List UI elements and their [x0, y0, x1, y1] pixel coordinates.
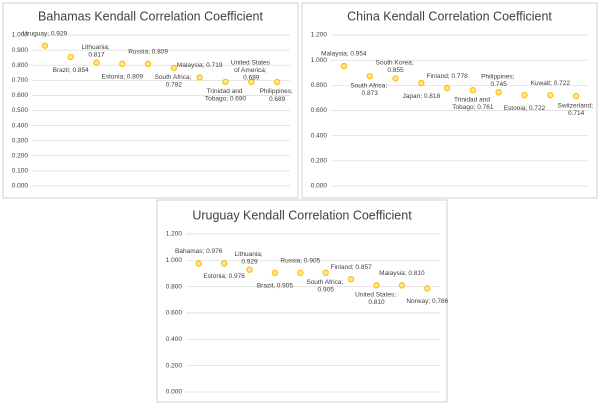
chart-panel: Bahamas Kendall Correlation Coefficient 0…: [2, 2, 299, 199]
y-tick-label: 0.000: [311, 183, 328, 190]
data-label: Trinidad and Tobago; 0.690: [205, 88, 247, 103]
data-label: Malaysia; 0.810: [379, 270, 425, 277]
marker: [418, 79, 425, 87]
y-tick-label: 0.800: [311, 82, 328, 89]
data-label: Estonia; 0.722: [504, 105, 546, 112]
data-label: Finland; 0.857: [330, 264, 372, 271]
y-tick-label: 0.600: [311, 107, 328, 114]
marker: [248, 78, 255, 86]
data-label: Brazil; 0.905: [257, 283, 294, 290]
y-tick-label: 0.200: [166, 362, 183, 369]
marker: [521, 91, 528, 99]
marker: [347, 275, 355, 283]
marker: [93, 59, 100, 66]
marker: [41, 42, 49, 49]
data-label: Malaysia; 0.719: [177, 62, 223, 69]
y-tick-label: 0.800: [12, 62, 29, 69]
marker: [398, 282, 406, 289]
marker: [392, 75, 399, 82]
data-label: United States of America; 0.689: [231, 59, 272, 81]
marker: [196, 74, 203, 81]
y-tick-label: 0.400: [311, 132, 328, 139]
y-tick-label: 1.000: [311, 57, 328, 64]
chart-frame: [301, 2, 598, 199]
data-label: South Africa; 0.905: [306, 279, 345, 294]
y-tick-label: 0.400: [12, 122, 29, 129]
marker: [220, 260, 228, 267]
y-tick-label: 1.200: [166, 231, 183, 238]
data-label: Estonia; 0.809: [102, 74, 144, 81]
y-tick-label: 0.600: [12, 92, 29, 99]
y-tick-label: 0.100: [12, 168, 29, 175]
marker: [246, 266, 253, 273]
y-tick-label: 0.200: [12, 153, 29, 160]
y-tick-label: 0.200: [311, 158, 328, 165]
data-label: Malaysia; 0.954: [321, 51, 367, 58]
marker: [271, 269, 279, 277]
data-label: Bahamas; 0.976: [175, 248, 223, 255]
data-label: Kuwait; 0.722: [531, 80, 571, 87]
y-tick-label: 0.500: [12, 107, 29, 114]
marker: [443, 84, 451, 92]
marker: [424, 285, 431, 292]
y-tick-label: 0.300: [12, 137, 29, 144]
marker: [469, 87, 477, 94]
y-tick-label: 0.700: [12, 77, 29, 84]
marker: [340, 62, 348, 70]
data-label: Philippines; 0.689: [260, 88, 295, 103]
y-tick-label: 0.800: [166, 283, 183, 290]
marker: [222, 78, 229, 86]
marker: [273, 78, 281, 86]
data-label: Japan; 0.818: [403, 93, 441, 100]
marker: [144, 60, 152, 68]
chart-title: Bahamas Kendall Correlation Coefficient: [38, 9, 263, 23]
data-label: Switzerland; 0.714: [557, 102, 594, 117]
chart-frame: [2, 2, 299, 199]
data-label: Russia; 0.809: [128, 49, 168, 56]
marker: [170, 64, 178, 72]
y-tick-label: 0.900: [12, 47, 29, 54]
data-label: Lithuania; 0.817: [82, 44, 112, 59]
data-label: South Africa; 0.873: [350, 82, 389, 97]
y-tick-label: 0.600: [166, 310, 183, 317]
data-label: Estonia; 0.976: [203, 273, 245, 280]
marker: [373, 282, 380, 289]
y-tick-label: 0.000: [166, 389, 183, 396]
marker: [366, 72, 373, 80]
chart-panel: China Kendall Correlation Coefficient 0.0…: [301, 2, 598, 199]
marker: [572, 92, 580, 100]
data-label: Finland; 0.778: [426, 73, 468, 80]
marker: [495, 89, 502, 96]
marker: [547, 91, 554, 99]
data-label: Trinidad and Tobago; 0.761: [452, 96, 494, 111]
y-tick-label: 0.000: [12, 183, 29, 190]
data-label: Philippines; 0.745: [481, 73, 516, 88]
marker: [119, 60, 126, 68]
chart-frame: [156, 199, 448, 403]
data-label: Brazil; 0.854: [53, 67, 90, 74]
marker: [195, 260, 202, 267]
data-label: Uruguay; 0.929: [23, 30, 68, 37]
y-tick-label: 1.000: [166, 257, 183, 264]
marker: [322, 269, 329, 277]
data-label: United States; 0.810: [355, 291, 398, 306]
data-label: Norway; 0.786: [406, 298, 448, 305]
data-label: South Africa; 0.782: [155, 74, 194, 89]
data-label: Russia; 0.905: [280, 258, 320, 265]
chart-title: Uruguay Kendall Correlation Coefficient: [192, 208, 412, 222]
marker: [67, 53, 74, 61]
marker: [297, 269, 304, 277]
chart-panel: Uruguay Kendall Correlation Coefficient 0…: [156, 199, 449, 403]
y-tick-label: 0.400: [166, 336, 183, 343]
data-label: Lithuania; 0.929: [235, 251, 265, 266]
chart-title: China Kendall Correlation Coefficient: [347, 9, 552, 23]
y-tick-label: 1.200: [311, 32, 328, 39]
data-label: South Korea; 0.855: [376, 59, 416, 74]
y-tick-label: 1.000: [12, 32, 29, 39]
